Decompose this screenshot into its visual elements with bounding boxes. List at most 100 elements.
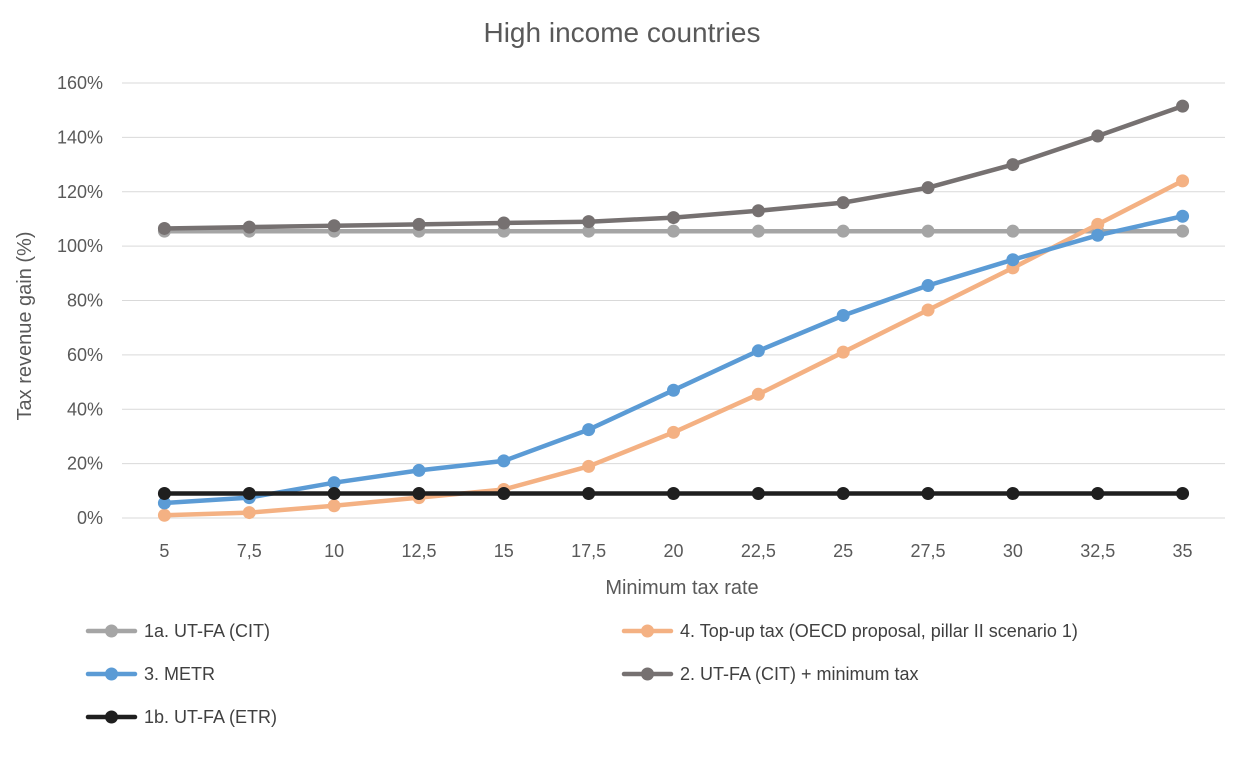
data-point (327, 476, 341, 490)
data-point (497, 216, 511, 230)
y-tick-label: 80% (67, 291, 103, 311)
x-tick-label: 32,5 (1080, 541, 1115, 561)
data-point (921, 224, 935, 238)
data-point (921, 487, 935, 501)
data-point (327, 487, 341, 501)
data-point (242, 506, 256, 520)
data-point (327, 219, 341, 233)
data-point (1006, 487, 1020, 501)
legend-item: 4. Top-up tax (OECD proposal, pillar II … (621, 621, 1078, 641)
data-point (582, 224, 596, 238)
data-point (497, 487, 511, 501)
data-point (751, 204, 765, 218)
legend: 1a. UT-FA (CIT) 4. Top-up tax (OECD propo… (85, 621, 1078, 727)
gridlines (122, 82, 1225, 465)
data-point (327, 499, 341, 513)
legend-item: 1a. UT-FA (CIT) (85, 621, 270, 641)
legend-label: 1b. UT-FA (ETR) (144, 707, 277, 727)
data-point (667, 425, 680, 439)
y-tick-label: 100% (57, 236, 103, 256)
legend-marker (641, 624, 654, 638)
chart-title: High income countries (483, 17, 760, 48)
data-point (667, 487, 680, 501)
data-point (751, 224, 765, 238)
x-tick-label: 22,5 (741, 541, 776, 561)
legend-item: 2. UT-FA (CIT) + minimum tax (621, 664, 919, 684)
series-4 (157, 487, 1190, 501)
legend-item: 3. METR (85, 664, 215, 684)
x-tick-label: 10 (324, 541, 344, 561)
data-point (412, 217, 426, 231)
y-axis-ticks: 0% 20% 40% 60% 80% 100% 120% 140% 160% (57, 73, 103, 528)
legend-label: 3. METR (144, 664, 215, 684)
data-point (1006, 224, 1020, 238)
x-tick-label: 27,5 (911, 541, 946, 561)
data-point (242, 220, 256, 234)
data-point (1176, 209, 1190, 223)
x-tick-label: 5 (159, 541, 169, 561)
data-point (1176, 224, 1190, 238)
data-point (836, 487, 850, 501)
data-point (497, 454, 511, 468)
data-point (1091, 217, 1105, 231)
data-point (412, 463, 426, 477)
series-3 (157, 99, 1190, 235)
data-point (1176, 99, 1190, 113)
data-point (667, 211, 680, 225)
y-tick-label: 120% (57, 182, 103, 202)
data-point (921, 303, 935, 317)
legend-label: 2. UT-FA (CIT) + minimum tax (680, 664, 919, 684)
data-point (157, 221, 171, 235)
legend-marker (105, 710, 118, 724)
data-point (921, 181, 935, 195)
data-point (1006, 158, 1020, 172)
legend-label: 1a. UT-FA (CIT) (144, 621, 270, 641)
data-point (157, 487, 171, 501)
data-point (836, 308, 850, 322)
y-axis-label: Tax revenue gain (%) (14, 232, 36, 421)
data-point (1176, 487, 1190, 501)
series-line (162, 103, 1185, 231)
data-point (836, 196, 850, 210)
data-point (1091, 487, 1105, 501)
data-point (242, 487, 256, 501)
y-tick-label: 160% (57, 73, 103, 93)
data-point (157, 508, 171, 522)
data-point (667, 383, 680, 397)
data-point (157, 496, 171, 510)
data-point (921, 279, 935, 293)
data-point (836, 345, 850, 359)
data-point (582, 487, 596, 501)
legend-marker (105, 624, 118, 638)
x-tick-label: 12,5 (401, 541, 436, 561)
legend-marker (641, 667, 654, 681)
series-2 (157, 209, 1190, 510)
y-tick-label: 20% (67, 454, 103, 474)
y-tick-label: 140% (57, 127, 103, 147)
data-point (412, 487, 426, 501)
legend-item: 1b. UT-FA (ETR) (85, 707, 277, 727)
x-tick-label: 15 (494, 541, 514, 561)
x-tick-label: 35 (1173, 541, 1193, 561)
series-layer (157, 99, 1190, 522)
data-point (1091, 129, 1105, 143)
data-point (1091, 228, 1105, 242)
y-tick-label: 40% (67, 399, 103, 419)
x-axis-ticks: 5 7,5 10 12,5 15 17,5 20 22,5 25 27,5 30 32,5 35 (159, 541, 1192, 561)
x-tick-label: 20 (663, 541, 683, 561)
legend-marker (105, 667, 118, 681)
data-point (836, 224, 850, 238)
data-point (582, 423, 596, 437)
data-point (751, 344, 765, 358)
data-point (751, 387, 765, 401)
x-tick-label: 17,5 (571, 541, 606, 561)
x-axis-label: Minimum tax rate (605, 577, 758, 599)
data-point (1006, 253, 1020, 267)
x-tick-label: 30 (1003, 541, 1023, 561)
legend-label: 4. Top-up tax (OECD proposal, pillar II … (680, 621, 1078, 641)
data-point (1176, 174, 1190, 188)
y-tick-label: 60% (67, 345, 103, 365)
data-point (751, 487, 765, 501)
